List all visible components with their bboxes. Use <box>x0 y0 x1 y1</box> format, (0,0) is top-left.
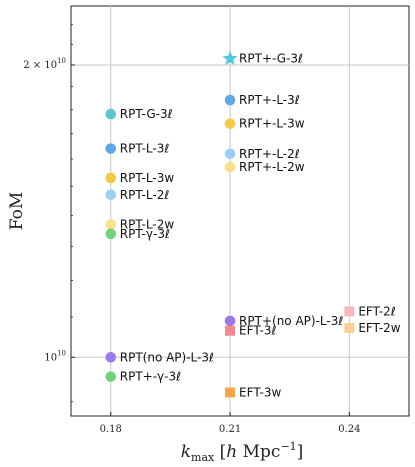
data-point <box>105 219 117 230</box>
data-point <box>105 108 117 120</box>
data-point <box>225 325 236 336</box>
data-label: RPT-L-3w <box>120 171 175 185</box>
data-label: RPT+-L-3w <box>239 117 305 131</box>
data-point <box>105 228 117 240</box>
data-label: EFT-3ℓ <box>239 324 276 338</box>
data-label: RPT+-G-3ℓ <box>239 52 303 66</box>
plot-area <box>70 5 410 417</box>
data-label: RPT+-L-2ℓ <box>239 147 300 161</box>
data-point <box>224 94 236 106</box>
data-label: EFT-2w <box>358 321 400 335</box>
point-labels: RPT+-G-3ℓ RPT-G-3ℓ RPT+-L-3ℓ RPT+-L-3w RPT-L… <box>120 52 401 400</box>
data-label: RPT-L-3ℓ <box>120 142 170 156</box>
data-point <box>344 322 355 333</box>
y-axis-label: FoM <box>7 192 27 231</box>
data-label: RPT-L-2ℓ <box>120 188 170 202</box>
data-points <box>105 50 355 398</box>
data-point <box>105 371 117 382</box>
y-tick-label: 1010 <box>44 349 66 363</box>
data-label: RPT(no AP)-L-3ℓ <box>120 350 214 364</box>
data-point <box>224 315 236 327</box>
data-point <box>344 306 355 317</box>
data-label: EFT-2ℓ <box>358 304 395 318</box>
data-point <box>105 189 117 201</box>
data-label: RPT+(no AP)-L-3ℓ <box>239 314 343 328</box>
data-point <box>105 143 117 154</box>
data-point <box>224 148 236 160</box>
x-tick-label: 0.18 <box>100 424 122 435</box>
gridlines <box>71 6 409 416</box>
data-label: RPT-G-3ℓ <box>120 107 173 121</box>
data-label: EFT-3w <box>239 385 281 399</box>
data-label: RPT+-γ-3ℓ <box>120 370 181 384</box>
x-tick-label: 0.21 <box>219 424 241 435</box>
data-label: RPT+-L-3ℓ <box>239 93 300 107</box>
x-tick-label: 0.24 <box>338 424 360 435</box>
data-point <box>225 387 236 398</box>
data-point <box>105 351 117 363</box>
y-tick-label: 2 × 1010 <box>23 57 66 71</box>
axis-ticks: 0.18 0.21 0.24 2 × 1010 1010 <box>23 24 360 435</box>
data-point <box>222 50 238 66</box>
data-label: RPT-L-2w <box>120 218 175 232</box>
data-point <box>105 172 117 184</box>
data-label: RPT+-L-2w <box>239 160 305 174</box>
data-point <box>224 118 236 129</box>
data-label: RPT-γ-3ℓ <box>120 227 170 241</box>
data-point <box>224 161 236 173</box>
x-axis-label: kmax [h Mpc−1] <box>181 440 304 464</box>
